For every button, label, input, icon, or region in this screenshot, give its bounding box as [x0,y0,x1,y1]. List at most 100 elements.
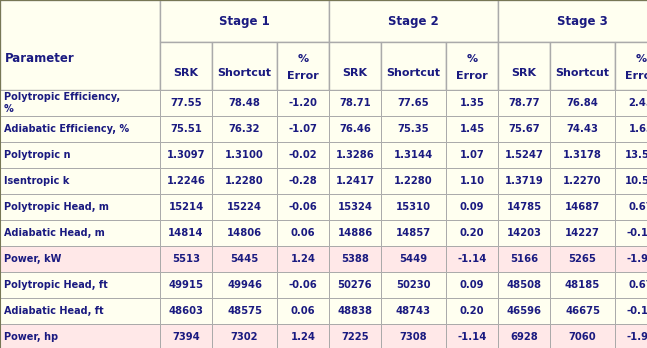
Bar [498,272,550,298]
Text: Error: Error [287,71,319,81]
Bar [381,324,446,348]
Bar [381,142,446,168]
Text: 1.35: 1.35 [459,98,485,108]
Bar [498,324,550,348]
Text: 15214: 15214 [168,202,204,212]
Text: Polytropic n: Polytropic n [4,150,71,160]
Text: 5445: 5445 [230,254,259,264]
Bar [212,168,277,194]
Text: 10.56: 10.56 [625,176,647,186]
Text: 14227: 14227 [565,228,600,238]
Text: 78.77: 78.77 [509,98,540,108]
Bar [329,90,381,116]
Bar [212,142,277,168]
Text: 0.06: 0.06 [291,306,315,316]
Text: 0.67: 0.67 [629,202,647,212]
Bar [381,168,446,194]
Text: Error: Error [456,71,488,81]
Bar [160,324,212,348]
Bar [446,42,498,90]
Text: 13.57: 13.57 [625,150,647,160]
Text: 76.84: 76.84 [567,98,598,108]
Bar [160,194,212,220]
Bar [0,90,160,116]
Text: -1.20: -1.20 [289,98,318,108]
Text: 7225: 7225 [341,332,369,342]
Bar [446,116,498,142]
Bar [277,194,329,220]
Text: Power, hp: Power, hp [4,332,58,342]
Text: -0.28: -0.28 [289,176,318,186]
Text: Shortcut: Shortcut [386,68,441,78]
Text: 78.71: 78.71 [339,98,371,108]
Text: -1.90: -1.90 [626,254,647,264]
Bar [615,142,647,168]
Bar [381,298,446,324]
Text: 1.3286: 1.3286 [336,150,375,160]
Bar [329,168,381,194]
Text: 1.3100: 1.3100 [225,150,264,160]
Text: Shortcut: Shortcut [217,68,272,78]
Text: 15324: 15324 [338,202,373,212]
Bar [277,272,329,298]
Bar [550,220,615,246]
Bar [0,220,160,246]
Text: Adiabatic Efficiency, %: Adiabatic Efficiency, % [4,124,129,134]
Text: 1.24: 1.24 [291,332,316,342]
Text: 1.3178: 1.3178 [563,150,602,160]
Bar [160,116,212,142]
Text: SRK: SRK [342,68,367,78]
Bar [160,90,212,116]
Text: 15310: 15310 [396,202,431,212]
Bar [212,298,277,324]
Text: 5513: 5513 [172,254,200,264]
Bar [446,194,498,220]
Text: 5265: 5265 [569,254,597,264]
Bar [381,272,446,298]
Text: 48575: 48575 [227,306,262,316]
Bar [550,272,615,298]
Bar [329,298,381,324]
Bar [329,142,381,168]
Text: 46596: 46596 [507,306,542,316]
Bar [498,142,550,168]
Text: 46675: 46675 [565,306,600,316]
Bar [0,0,160,90]
Text: 1.2417: 1.2417 [336,176,375,186]
Bar [0,116,160,142]
Bar [0,272,160,298]
Text: 48603: 48603 [169,306,203,316]
Text: -0.17: -0.17 [626,228,647,238]
Text: -1.90: -1.90 [626,332,647,342]
Bar [446,298,498,324]
Text: 1.2280: 1.2280 [394,176,433,186]
Bar [0,298,160,324]
Bar [615,90,647,116]
Bar [329,272,381,298]
Bar [0,246,160,272]
Text: -1.07: -1.07 [289,124,318,134]
Bar [550,298,615,324]
Text: 48185: 48185 [565,280,600,290]
Text: 1.2270: 1.2270 [564,176,602,186]
Text: 1.24: 1.24 [291,254,316,264]
Bar [212,90,277,116]
Bar [550,194,615,220]
Bar [550,116,615,142]
Text: 50276: 50276 [338,280,372,290]
Text: Error: Error [625,71,647,81]
Text: 0.67: 0.67 [629,280,647,290]
Text: 14886: 14886 [337,228,373,238]
Bar [0,142,160,168]
Bar [550,324,615,348]
Bar [381,194,446,220]
Text: Adiabatic Head, ft: Adiabatic Head, ft [4,306,104,316]
Bar [498,220,550,246]
Bar [615,324,647,348]
Text: 1.2246: 1.2246 [166,176,206,186]
Bar [381,116,446,142]
Bar [381,220,446,246]
Text: Polytropic Head, m: Polytropic Head, m [4,202,109,212]
Text: 1.63: 1.63 [629,124,647,134]
Bar [160,246,212,272]
